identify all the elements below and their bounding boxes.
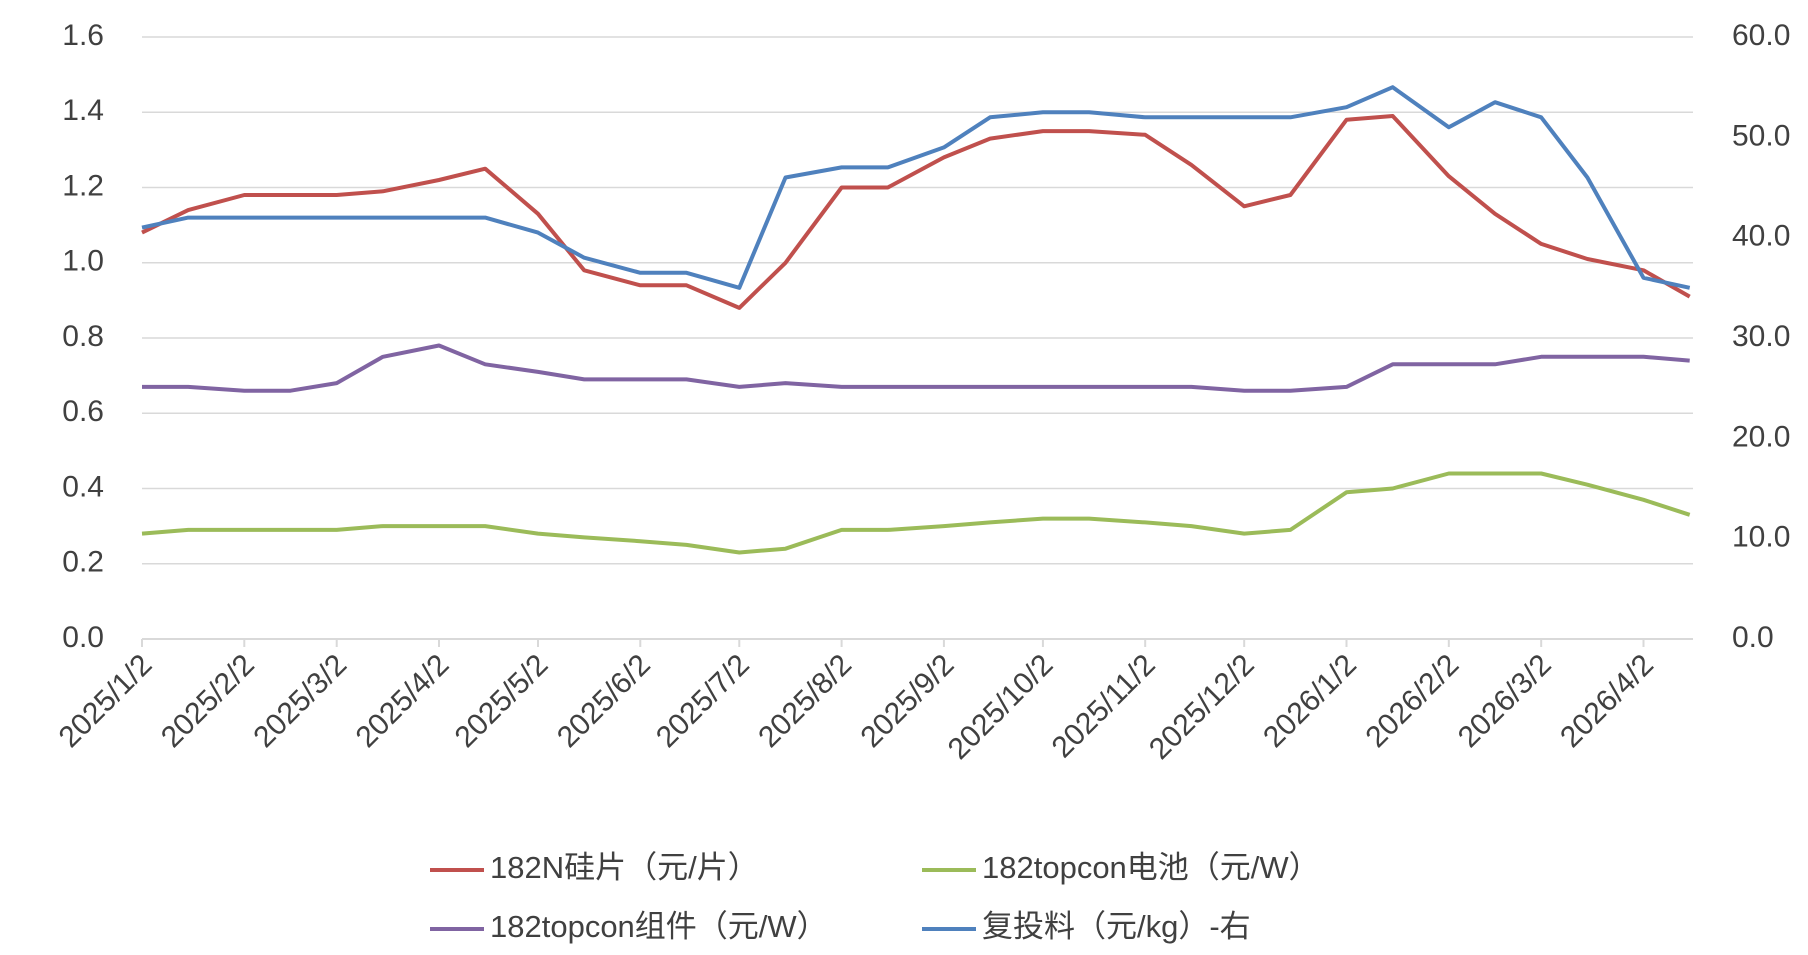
y2-tick-label: 10.0 xyxy=(1732,521,1790,554)
x-tick-label: 2026/4/2 xyxy=(1554,648,1660,754)
y-tick-label: 0.4 xyxy=(62,470,104,503)
series-line xyxy=(142,343,1690,393)
x-tick-label: 2025/3/2 xyxy=(247,648,353,754)
x-tick-label: 2025/4/2 xyxy=(350,648,456,754)
x-tick-label: 2026/3/2 xyxy=(1452,648,1558,754)
x-tick-label: 2025/12/2 xyxy=(1143,648,1261,766)
y2-tick-label: 0.0 xyxy=(1732,621,1774,654)
legend-label: 复投料（元/kg）-右 xyxy=(982,909,1251,944)
series-line xyxy=(141,114,1691,310)
y-tick-label: 0.0 xyxy=(62,621,104,654)
x-tick-label: 2025/10/2 xyxy=(942,648,1060,766)
y-tick-label: 0.2 xyxy=(62,546,104,579)
y2-tick-label: 30.0 xyxy=(1732,320,1790,353)
y-tick-label: 0.6 xyxy=(62,395,104,428)
legend-label: 182topcon电池（元/W） xyxy=(982,850,1320,885)
y2-tick-label: 40.0 xyxy=(1732,220,1790,253)
x-tick-label: 2026/2/2 xyxy=(1359,648,1465,754)
y-tick-label: 1.4 xyxy=(62,94,104,127)
y2-tick-label: 20.0 xyxy=(1732,420,1790,453)
x-tick-label: 2025/9/2 xyxy=(855,648,961,754)
y-tick-label: 1.6 xyxy=(62,19,104,52)
x-tick-label: 2025/6/2 xyxy=(551,648,657,754)
x-tick-label: 2025/5/2 xyxy=(449,648,555,754)
x-tick-label: 2026/1/2 xyxy=(1257,648,1363,754)
series-line xyxy=(141,85,1691,290)
series-line xyxy=(141,471,1691,555)
x-tick-label: 2025/2/2 xyxy=(155,648,261,754)
legend-label: 182N硅片（元/片） xyxy=(490,850,759,885)
y-tick-label: 1.0 xyxy=(62,245,104,278)
x-tick-label: 2025/8/2 xyxy=(752,648,858,754)
x-tick-label: 2025/7/2 xyxy=(650,648,756,754)
x-tick-label: 2025/1/2 xyxy=(53,648,159,754)
legend-label: 182topcon组件（元/W） xyxy=(490,909,828,944)
x-tick-label: 2025/11/2 xyxy=(1046,648,1162,764)
y-tick-label: 0.8 xyxy=(62,320,104,353)
y-tick-label: 1.2 xyxy=(62,169,104,202)
y2-tick-label: 50.0 xyxy=(1732,119,1790,152)
y2-tick-label: 60.0 xyxy=(1732,19,1790,52)
